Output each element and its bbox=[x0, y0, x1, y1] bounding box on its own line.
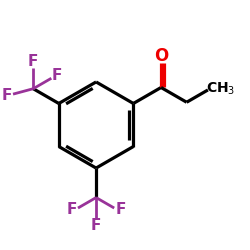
Text: F: F bbox=[52, 68, 62, 83]
Text: F: F bbox=[115, 202, 126, 218]
Text: F: F bbox=[91, 218, 101, 233]
Text: CH$_3$: CH$_3$ bbox=[206, 80, 235, 97]
Text: F: F bbox=[2, 88, 12, 103]
Text: F: F bbox=[67, 202, 77, 218]
Text: F: F bbox=[28, 54, 38, 69]
Text: O: O bbox=[154, 46, 168, 64]
